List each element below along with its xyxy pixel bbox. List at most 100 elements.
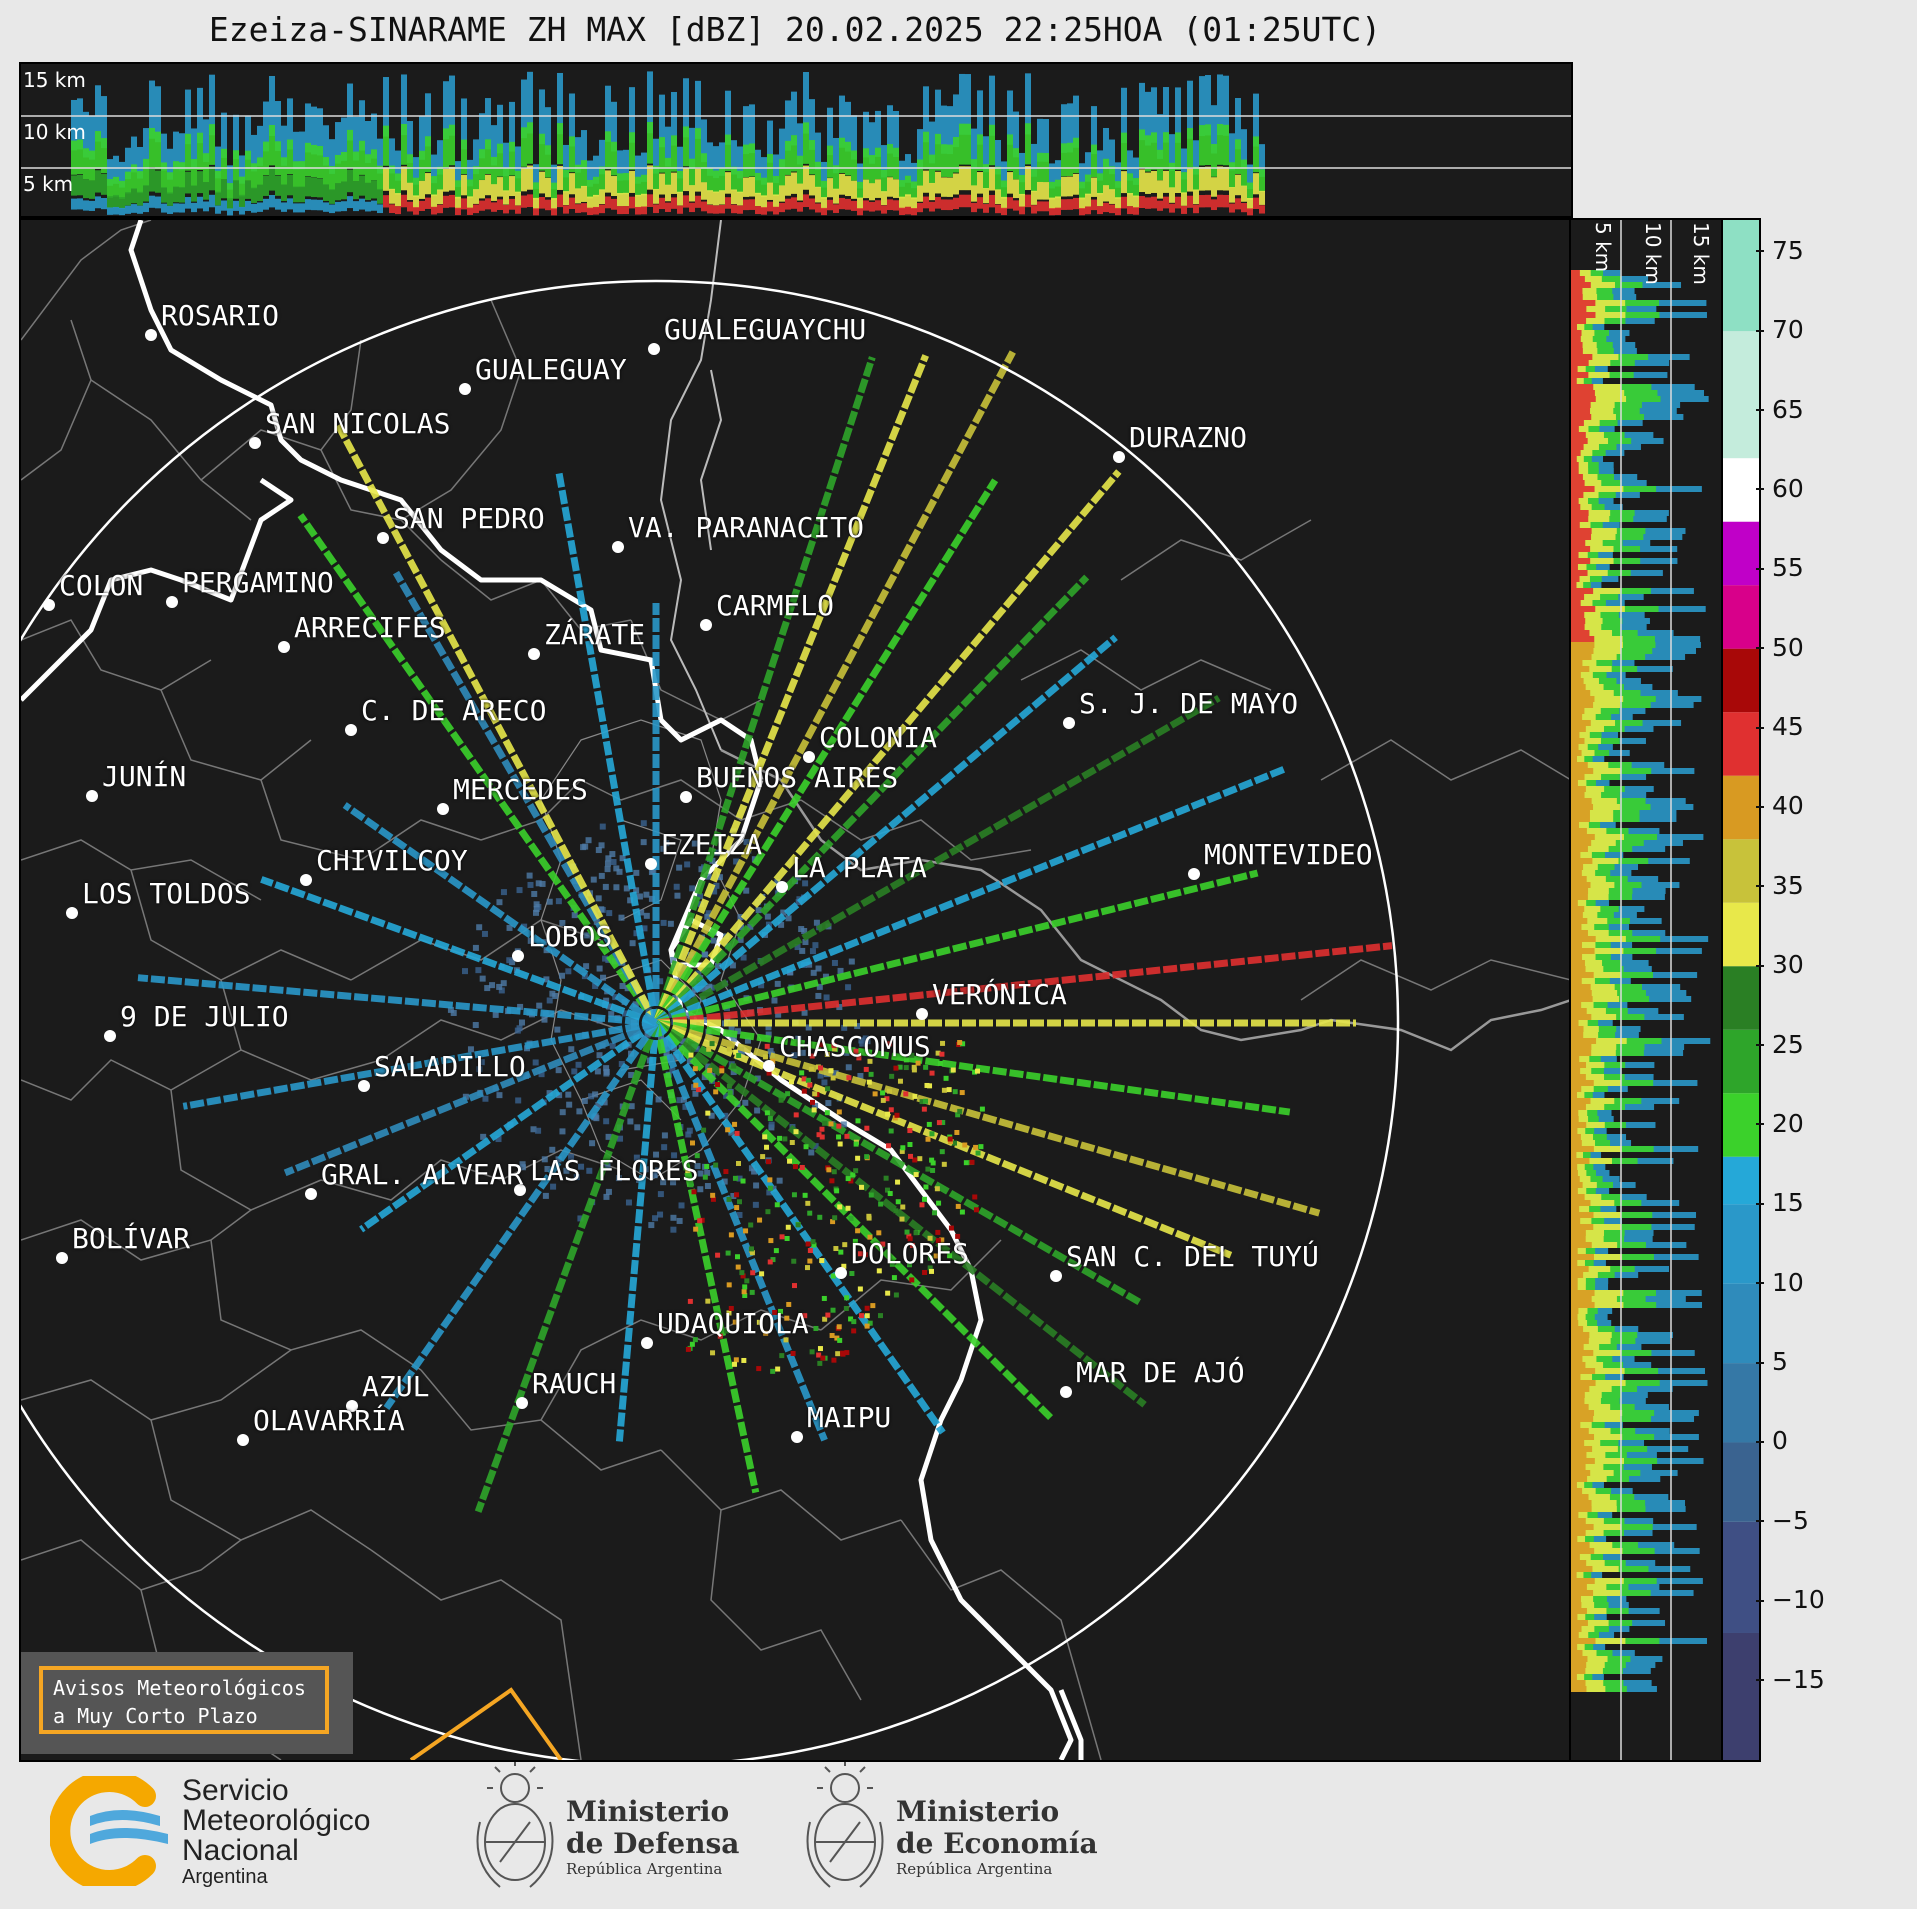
colorbar-segment [1723, 331, 1759, 459]
radar-map-plot [21, 220, 1571, 1760]
city-label: ROSARIO [161, 299, 280, 332]
city-marker [763, 1060, 775, 1072]
city-label: VA. PARANACITO [628, 511, 865, 544]
city-marker [305, 1188, 317, 1200]
city-marker [803, 751, 815, 763]
city-marker [680, 791, 692, 803]
city-marker [1188, 868, 1200, 880]
top-alt-label-10km: 10 km [23, 120, 86, 144]
city-marker [648, 343, 660, 355]
avisos-box: Avisos Meteorológicos a Muy Corto Plazo [21, 1652, 353, 1754]
city-marker [278, 641, 290, 653]
city-marker [346, 1400, 358, 1412]
colorbar-segment [1723, 1156, 1759, 1205]
colorbar-tick-label: −15 [1756, 1665, 1825, 1694]
colorbar-segment [1723, 712, 1759, 776]
city-marker [104, 1030, 116, 1042]
colorbar-segment [1723, 1521, 1759, 1633]
colorbar-tick-label: 70 [1756, 315, 1804, 344]
city-label: COLON [59, 569, 144, 602]
city-marker [249, 437, 261, 449]
colorbar-segment [1723, 775, 1759, 840]
city-marker [645, 858, 657, 870]
colorbar-tick-label: 45 [1756, 712, 1804, 741]
smn-name: Servicio Meteorológico Nacional Argentin… [182, 1776, 370, 1889]
city-label: SAN PEDRO [393, 502, 545, 535]
colorbar-segment [1723, 966, 1759, 1030]
city-marker [66, 907, 78, 919]
radar-map[interactable]: ROSARIO GUALEGUAYCHU GUALEGUAY SAN NICOLAS D… [19, 218, 1573, 1762]
colorbar-tick-label: 10 [1756, 1268, 1804, 1297]
city-marker [528, 648, 540, 660]
defensa-text: Ministerio de Defensa República Argentin… [566, 1795, 739, 1879]
city-label: MAIPU [807, 1401, 892, 1434]
city-label: COLONIA [819, 721, 938, 754]
city-marker [916, 1008, 928, 1020]
city-label: DOLORES [851, 1237, 970, 1270]
side-alt-label-15km: 15 km [1689, 222, 1713, 285]
city-marker [145, 329, 157, 341]
city-marker [791, 1431, 803, 1443]
coat-of-arms-icon [476, 1762, 554, 1888]
colorbar-tick-label: 55 [1756, 553, 1804, 582]
city-label: OLAVARRÍA [253, 1404, 405, 1437]
city-label: LAS FLORES [530, 1154, 699, 1187]
city-label: S. J. DE MAYO [1079, 687, 1299, 720]
city-label: BUENOS AIRES [696, 761, 899, 794]
city-label: GRAL. ALVEAR [321, 1158, 524, 1191]
side-cross-section-plot [1571, 220, 1711, 1760]
city-marker [776, 881, 788, 893]
city-label: SALADILLO [374, 1050, 526, 1083]
colorbar-segment [1723, 1632, 1759, 1760]
avisos-line1: Avisos Meteorológicos [53, 1676, 306, 1700]
colorbar-tick-label: 50 [1756, 633, 1804, 662]
top-alt-label-5km: 5 km [23, 172, 74, 196]
city-label: EZEIZA [661, 828, 763, 861]
top-alt-label-15km: 15 km [23, 68, 86, 92]
defensa-coat-of-arms [470, 1762, 560, 1897]
page-title: Ezeiza-SINARAME ZH MAX [dBZ] 20.02.2025 … [208, 10, 1382, 49]
city-label: MAR DE AJÓ [1076, 1356, 1245, 1389]
city-marker [43, 599, 55, 611]
top-cross-section-plot [21, 71, 1571, 216]
city-marker [1050, 1270, 1062, 1282]
city-marker [512, 950, 524, 962]
city-label: GUALEGUAYCHU [664, 313, 867, 346]
side-alt-label-5km: 5 km [1591, 222, 1615, 273]
colorbar-segment [1723, 1442, 1759, 1522]
smn-line2: Meteorológico [182, 1804, 371, 1837]
city-label: VERÓNICA [932, 978, 1067, 1011]
city-marker [166, 596, 178, 608]
city-label: MONTEVIDEO [1204, 838, 1373, 871]
city-label: PERGAMINO [182, 566, 334, 599]
city-label: SAN C. DEL TUYÚ [1066, 1240, 1319, 1273]
city-label: RAUCH [532, 1367, 617, 1400]
city-label: ARRECIFES [294, 611, 446, 644]
city-label: JUNÍN [102, 760, 187, 793]
city-label: 9 DE JULIO [120, 1000, 289, 1033]
colorbar-segment [1723, 585, 1759, 649]
city-marker [237, 1434, 249, 1446]
colorbar-segment [1723, 1363, 1759, 1443]
colorbar-tick-label: 30 [1756, 950, 1804, 979]
avisos-line2: a Muy Corto Plazo [53, 1704, 258, 1728]
colorbar-tick-label: 60 [1756, 474, 1804, 503]
colorbar-tick-label: 0 [1756, 1426, 1788, 1455]
defensa-sub: República Argentina [566, 1860, 723, 1878]
city-marker [56, 1252, 68, 1264]
city-label: GUALEGUAY [475, 353, 627, 386]
colorbar-tick-label: 75 [1756, 236, 1804, 265]
side-cross-section: 5 km 10 km 15 km [1569, 218, 1723, 1762]
smn-line4: Argentina [182, 1866, 268, 1888]
colorbar-tick-label: 40 [1756, 791, 1804, 820]
avisos-legend: Avisos Meteorológicos a Muy Corto Plazo [39, 1666, 329, 1734]
economia-text: Ministerio de Economía República Argenti… [896, 1796, 1098, 1879]
city-marker [358, 1080, 370, 1092]
city-label: CHIVILCOY [316, 844, 468, 877]
city-marker [1060, 1386, 1072, 1398]
defensa-line1: Ministerio [566, 1795, 730, 1828]
city-marker [514, 1184, 526, 1196]
colorbar-tick-label: 25 [1756, 1030, 1804, 1059]
smn-line1: Servicio [182, 1774, 289, 1807]
colorbar-segment [1723, 839, 1759, 903]
